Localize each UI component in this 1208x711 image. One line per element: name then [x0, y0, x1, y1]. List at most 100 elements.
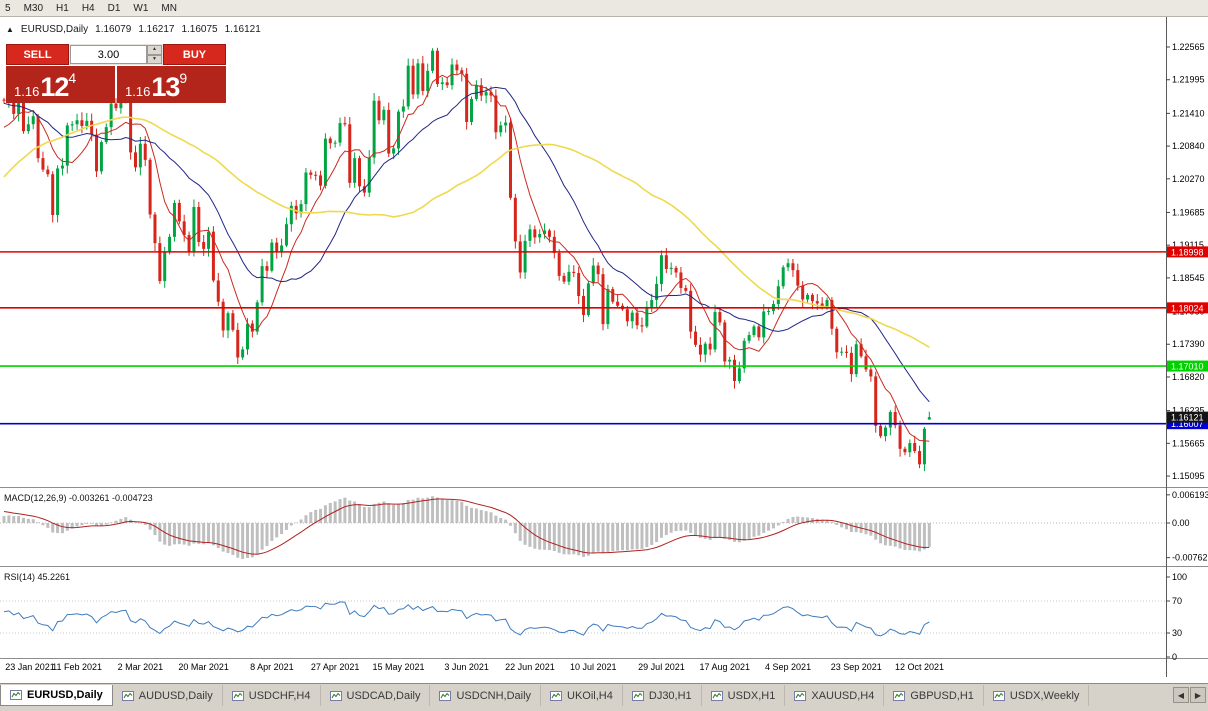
price-tick-label: 1.15665: [1172, 438, 1205, 448]
date-tick-label: 20 Mar 2021: [178, 662, 229, 672]
timeframe-button[interactable]: W1: [133, 2, 149, 14]
bid-price-label: [1167, 411, 1208, 423]
chart-tab-label: EURUSD,Daily: [27, 689, 103, 701]
chart-icon: [992, 690, 1005, 701]
date-tick-label: 17 Aug 2021: [699, 662, 750, 672]
axes: 1.22565 1.21995 1.21410 1.20840 1.20270 1.196…: [5, 42, 1208, 672]
buy-price-display[interactable]: 1.16 13 9: [117, 66, 226, 103]
level-price-label: [1167, 246, 1208, 258]
macd-label: MACD(12,26,9) -0.003261 -0.004723: [4, 493, 153, 503]
lot-size-input[interactable]: [70, 45, 147, 64]
macd-pane: MACD(12,26,9) -0.003261 -0.004723: [0, 493, 1166, 560]
chart-tab-usdchf-h4[interactable]: USDCHF,H4: [223, 685, 321, 706]
chart-tab-label: USDX,Weekly: [1009, 689, 1080, 702]
macd-signal-line: [3, 498, 930, 555]
buy-price-prefix: 1.16: [125, 84, 151, 99]
date-tick-label: 29 Jul 2021: [638, 662, 685, 672]
price-tick-label: 1.15095: [1172, 471, 1205, 481]
chart-tab-label: GBPUSD,H1: [910, 689, 974, 702]
level-price-label-text: 1.17010: [1171, 362, 1204, 372]
price-tick-label: 1.16820: [1172, 372, 1205, 382]
chart-tab-label: DJ30,H1: [648, 689, 692, 702]
timeframe-button[interactable]: D1: [107, 2, 121, 14]
lot-decrease-button[interactable]: ▼: [147, 54, 162, 64]
symbol-label: EURUSD,Daily: [20, 24, 89, 35]
timeframe-button[interactable]: H4: [81, 2, 95, 14]
buy-price-pips: 13: [151, 72, 180, 102]
chart-tabs: EURUSD,Daily AUDUSD,Daily USDCHF,H4 USDCAD,…: [0, 685, 1208, 706]
date-tick-label: 27 Apr 2021: [311, 662, 360, 672]
macd-tick-label: 0.006193: [1172, 490, 1208, 500]
tabs-scroll-controls: ◀ ▶: [1173, 687, 1206, 703]
date-tick-label: 22 Jun 2021: [505, 662, 555, 672]
date-tick-label: 15 May 2021: [372, 662, 424, 672]
one-click-trading-toggle-icon[interactable]: ▲: [6, 25, 14, 34]
buy-price-point: 9: [179, 70, 188, 86]
tabs-scroll-left-button[interactable]: ◀: [1173, 687, 1189, 703]
ma-line-fast: [3, 72, 930, 442]
level-price-label: [1167, 302, 1208, 314]
chart-tab-label: USDCAD,Daily: [346, 689, 421, 702]
tabs-scroll-right-button[interactable]: ▶: [1190, 687, 1206, 703]
ohlc-open: 1.16079: [95, 24, 132, 35]
sell-price-prefix: 1.16: [14, 84, 40, 99]
chart-tab-label: USDCHF,H4: [248, 689, 311, 702]
ma-line-slow: [3, 116, 930, 348]
price-tick-label: 1.20840: [1172, 141, 1205, 151]
date-tick-label: 23 Sep 2021: [831, 662, 882, 672]
buy-button[interactable]: BUY: [163, 44, 226, 65]
date-tick-label: 11 Feb 2021: [52, 662, 102, 672]
chart-icon: [550, 690, 563, 701]
sell-price-point: 4: [68, 70, 77, 86]
timeframe-button[interactable]: H1: [56, 2, 69, 14]
candles: [2, 47, 931, 472]
date-tick-label: 12 Oct 2021: [895, 662, 944, 672]
chart-tab-eurusd-daily[interactable]: EURUSD,Daily: [0, 685, 113, 706]
chart-tab-usdcad-daily[interactable]: USDCAD,Daily: [321, 685, 431, 706]
macd-tick-label: 0.00: [1172, 518, 1190, 528]
price-tick-label: 1.21410: [1172, 108, 1205, 118]
lot-increase-button[interactable]: ▲: [147, 45, 162, 55]
chart-tab-usdcnh-daily[interactable]: USDCNH,Daily: [430, 685, 542, 706]
date-tick-label: 10 Jul 2021: [570, 662, 617, 672]
chart-tab-usdx-weekly[interactable]: USDX,Weekly: [984, 685, 1090, 706]
timeframe-toolbar: 5 M30 H1 H4 D1 W1 MN: [0, 0, 1208, 17]
chart-tab-usdx-h1[interactable]: USDX,H1: [702, 685, 786, 706]
chart-icon: [439, 690, 452, 701]
chart-canvas[interactable]: MACD(12,26,9) -0.003261 -0.004723 RSI(14)…: [0, 17, 1208, 683]
level-price-label: [1167, 418, 1208, 430]
timeframe-button[interactable]: MN: [161, 2, 177, 14]
chart-icon: [231, 690, 244, 701]
chart-icon: [121, 690, 134, 701]
date-tick-label: 4 Sep 2021: [765, 662, 811, 672]
chart-tab-ukoil-h4[interactable]: UKOil,H4: [541, 685, 623, 706]
price-tick-label: 1.22565: [1172, 42, 1205, 52]
rsi-line: [3, 601, 930, 637]
chart-tab-dj30-h1[interactable]: DJ30,H1: [623, 685, 702, 706]
sell-price-display[interactable]: 1.16 12 4: [6, 66, 115, 103]
one-click-trading-panel: SELL ▲ ▼ BUY 1.16 12 4 1.16: [6, 44, 226, 103]
chart-tab-label: UKOil,H4: [567, 689, 613, 702]
date-tick-label: 3 Jun 2021: [444, 662, 489, 672]
price-tick-label: 1.19115: [1172, 240, 1204, 250]
chart-tab-audusd-daily[interactable]: AUDUSD,Daily: [113, 685, 223, 706]
chart-area: MACD(12,26,9) -0.003261 -0.004723 RSI(14)…: [0, 17, 1208, 683]
ohlc-high: 1.16217: [138, 24, 175, 35]
chart-tab-label: AUDUSD,Daily: [138, 689, 213, 702]
chart-symbol-ohlc: ▲ EURUSD,Daily 1.16079 1.16217 1.16075 1…: [6, 24, 261, 35]
chart-tab-label: USDX,H1: [727, 689, 776, 702]
level-price-label-text: 1.18024: [1171, 303, 1204, 313]
price-tick-label: 1.20270: [1172, 174, 1205, 184]
price-tick-label: 1.18545: [1172, 273, 1205, 283]
chart-tab-xauusd-h4[interactable]: XAUUSD,H4: [785, 685, 885, 706]
rsi-tick-label: 0: [1172, 652, 1177, 662]
sell-price-pips: 12: [40, 72, 69, 102]
chart-tab-gbpusd-h1[interactable]: GBPUSD,H1: [884, 685, 984, 706]
date-tick-label: 2 Mar 2021: [118, 662, 164, 672]
sell-button[interactable]: SELL: [6, 44, 69, 65]
rsi-tick-label: 30: [1172, 628, 1182, 638]
timeframe-button[interactable]: M30: [23, 2, 44, 14]
rsi-label: RSI(14) 45.2261: [4, 572, 70, 582]
timeframe-button[interactable]: 5: [5, 2, 11, 14]
